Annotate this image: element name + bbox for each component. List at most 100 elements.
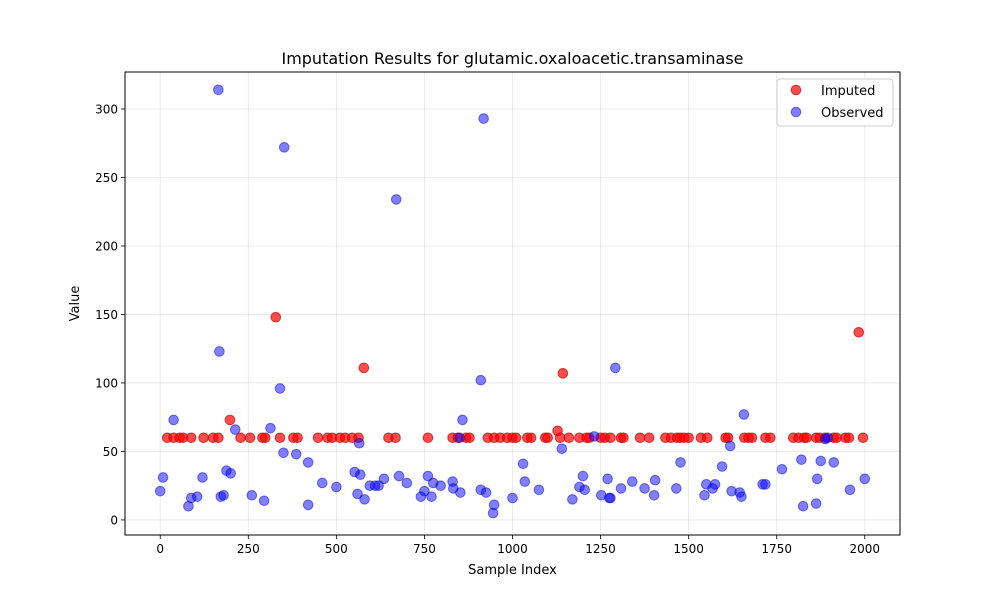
imputed-point [464, 432, 475, 444]
imputed-point [857, 432, 869, 444]
observed-point [278, 142, 290, 153]
imputed-point [358, 362, 370, 374]
observed-point [671, 483, 682, 494]
imputed-point [422, 432, 434, 444]
observed-point [738, 409, 750, 420]
observed-point [154, 485, 166, 497]
imputed-point [390, 432, 401, 444]
imputed-point [843, 432, 855, 444]
observed-point [168, 414, 179, 426]
legend-observed-label: Observed [821, 106, 884, 121]
observed-point [355, 469, 366, 481]
x-tick-label: 1000 [497, 542, 528, 556]
observed-point [811, 473, 823, 485]
observed-point [649, 474, 661, 486]
x-tick-label: 1750 [761, 542, 792, 556]
observed-point [290, 448, 302, 460]
observed-point [373, 480, 384, 491]
y-tick-label: 50 [103, 445, 118, 459]
observed-series [154, 84, 871, 519]
imputed-point [831, 432, 842, 444]
observed-point [577, 470, 589, 482]
observed-point [265, 422, 276, 434]
observed-point [454, 432, 465, 444]
imputed-point [634, 432, 646, 444]
x-axis-label: Sample Index [468, 563, 557, 578]
y-tick-label: 100 [95, 376, 118, 390]
observed-point [302, 457, 314, 468]
observed-point [797, 500, 809, 512]
observed-point [533, 484, 545, 496]
observed-point [675, 457, 686, 468]
observed-point [709, 479, 721, 490]
observed-point [699, 489, 710, 501]
x-tick-label: 500 [325, 542, 348, 556]
observed-point [648, 489, 660, 501]
observed-point [736, 491, 747, 502]
observed-point [605, 492, 616, 504]
observed-point [602, 473, 613, 485]
imputed-point [554, 432, 566, 444]
observed-point [859, 473, 871, 485]
legend: Imputed Observed [776, 78, 894, 127]
imputed-point [198, 432, 209, 444]
observed-point [278, 447, 289, 459]
legend-imputed-marker [790, 84, 802, 96]
y-axis-label: Value [68, 286, 83, 322]
observed-point [567, 494, 578, 505]
observed-point [435, 480, 446, 491]
observed-point [615, 483, 627, 494]
observed-point [455, 487, 466, 498]
observed-point [760, 479, 771, 490]
legend-imputed-label: Imputed [821, 84, 875, 99]
observed-point [639, 483, 650, 494]
imputed-point [605, 432, 616, 444]
legend-observed-marker [790, 106, 802, 118]
observed-point [724, 440, 736, 452]
chart-title: Imputation Results for glutamic.oxaloace… [281, 49, 743, 68]
imputed-point [702, 432, 713, 444]
observed-point [810, 498, 822, 509]
legend-box [776, 78, 894, 127]
x-tick-label: 250 [237, 542, 260, 556]
imputed-point [801, 432, 812, 444]
observed-point [796, 454, 807, 465]
observed-point [716, 461, 728, 472]
grid-lines [125, 72, 900, 535]
observed-point [214, 346, 225, 357]
observed-point [352, 488, 363, 500]
x-tick-label: 1250 [585, 542, 616, 556]
observed-point [457, 414, 468, 426]
observed-point [422, 470, 434, 482]
observed-point [426, 491, 437, 502]
x-tick-label: 0 [156, 542, 164, 556]
imputed-point [765, 432, 776, 444]
observed-point [556, 443, 568, 455]
imputed-point [185, 432, 197, 444]
observed-point [218, 489, 229, 501]
observed-point [191, 491, 203, 502]
observed-point [401, 477, 413, 489]
observed-point [302, 499, 314, 511]
axis-ticks: 0 250 500 750 1000 1250 1500 1750 2000 0 50 100 150 2… [95, 102, 880, 556]
observed-point [822, 432, 834, 444]
observed-point [316, 477, 328, 489]
imputed-point [525, 432, 537, 444]
observed-point [246, 489, 258, 501]
imputed-point [312, 432, 324, 444]
observed-point [828, 457, 840, 468]
imputed-point [270, 311, 282, 323]
observed-point [197, 472, 208, 483]
imputed-point [259, 432, 271, 444]
imputed-series [161, 311, 869, 444]
imputed-point [557, 368, 569, 379]
observed-point [359, 494, 370, 505]
observed-point [844, 484, 856, 496]
imputed-point [853, 326, 865, 338]
imputed-point [643, 432, 655, 444]
observed-point [378, 473, 390, 485]
observed-point [488, 499, 500, 511]
imputed-point [563, 432, 575, 444]
observed-point [213, 84, 224, 96]
observed-point [588, 431, 600, 442]
